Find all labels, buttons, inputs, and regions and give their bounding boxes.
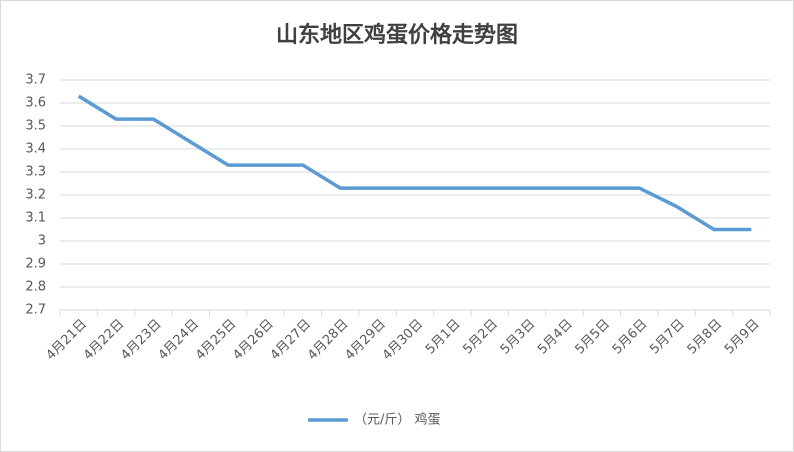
y-tick-label: 3.3 [25,165,46,180]
y-tick-label: 2.8 [25,280,46,295]
legend-label: （元/斤） 鸡蛋 [354,412,441,428]
y-tick-label: 3 [38,234,46,249]
y-tick-label: 3.6 [25,96,46,111]
y-tick-label: 3.2 [25,188,46,203]
y-tick-label: 3.4 [25,142,46,157]
chart-title: 山东地区鸡蛋价格走势图 [276,22,518,48]
y-tick-label: 3.5 [25,119,46,134]
y-tick-label: 2.7 [25,303,46,318]
y-tick-label: 3.1 [25,211,46,226]
y-tick-label: 3.7 [25,73,46,88]
y-tick-label: 2.9 [25,257,46,272]
series-line [77,94,752,232]
